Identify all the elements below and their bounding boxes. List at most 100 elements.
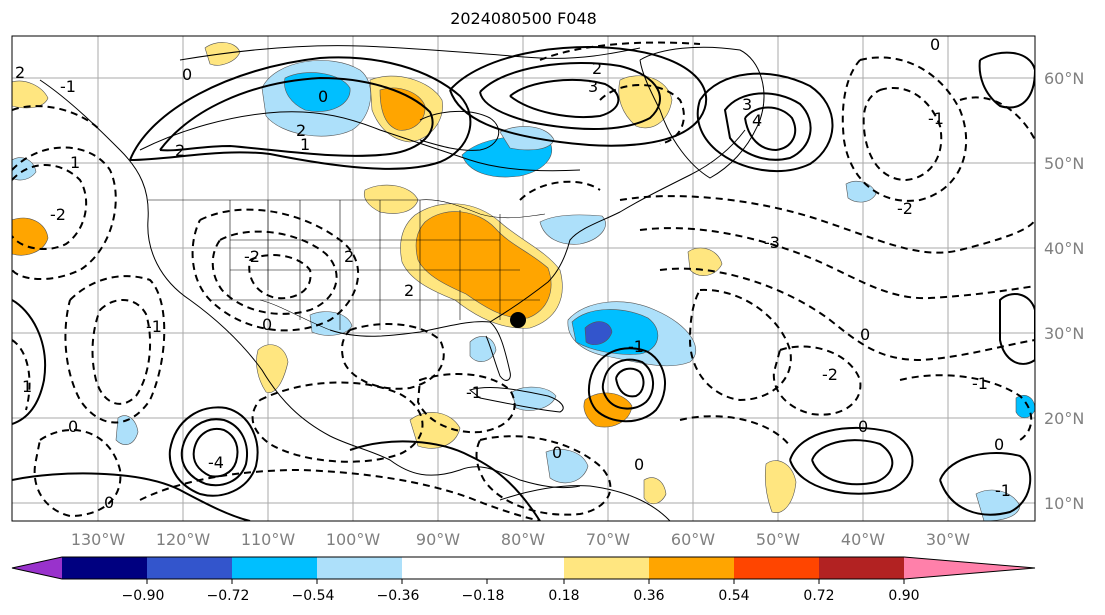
contour-dashed xyxy=(659,267,1035,362)
latitude-label: 60°N xyxy=(1044,69,1084,88)
contour-dashed xyxy=(841,56,968,202)
shade-yellow-atl-3 xyxy=(643,477,667,505)
coastline-greenland xyxy=(639,46,765,179)
contour-label: 2 xyxy=(344,247,354,266)
shade-blue-cuba xyxy=(511,386,557,411)
colorbar-segment xyxy=(402,557,564,579)
coastline-cuba xyxy=(468,387,564,413)
contour-label: -1 xyxy=(146,317,162,336)
contour-label: 0 xyxy=(318,87,328,106)
coastline-gulf xyxy=(329,321,511,381)
colorbar-segment xyxy=(564,557,649,579)
colorbar-segment xyxy=(904,557,1035,579)
coastline-canada xyxy=(139,111,581,172)
colorbar-segment xyxy=(232,557,317,579)
contour-label: 1 xyxy=(70,153,80,172)
shade-yellow-mexico xyxy=(256,344,289,393)
contour-dashed xyxy=(12,146,117,281)
longitude-label: 30°W xyxy=(926,530,970,549)
longitude-label: 100°W xyxy=(326,530,381,549)
contour-label: 0 xyxy=(634,455,644,474)
coastline-arctic xyxy=(179,45,641,61)
contour-solid xyxy=(696,72,834,173)
contour-label: 1 xyxy=(300,135,310,154)
shade-blue-florida xyxy=(469,336,497,362)
contour-label: 2 xyxy=(175,141,185,160)
contour-label: 2 xyxy=(592,59,602,78)
contour-dashed xyxy=(679,415,791,447)
contour-dashed xyxy=(33,429,122,518)
latitude-label: 20°N xyxy=(1044,409,1084,428)
colorbar-segment xyxy=(649,557,734,579)
contour-label: -3 xyxy=(764,233,780,252)
shade-cyan-north xyxy=(284,72,351,112)
contour-dashed xyxy=(416,373,516,434)
contour-dashed xyxy=(688,288,792,402)
contour-dashed xyxy=(341,323,445,390)
longitude-label: 60°W xyxy=(671,530,715,549)
shade-blue-pac-w xyxy=(115,415,139,445)
longitude-label: 90°W xyxy=(416,530,460,549)
contour-label: -1 xyxy=(60,77,76,96)
contour-dashed xyxy=(251,381,424,463)
latitude-label: 50°N xyxy=(1044,154,1084,173)
shade-blue-gulf xyxy=(309,311,353,336)
contour-label: -1 xyxy=(466,383,482,402)
contour-dashed xyxy=(12,105,101,131)
contour-solid xyxy=(601,358,654,410)
coastline-hudson xyxy=(419,110,500,151)
colorbar-segment xyxy=(734,557,819,579)
contour-solid xyxy=(12,299,47,425)
coastline-southamerica xyxy=(499,485,671,521)
contour-solid xyxy=(159,76,434,157)
colorbar-tick-label: −0.36 xyxy=(377,588,420,604)
contour-label: 3 xyxy=(588,77,598,96)
contour-dashed xyxy=(191,208,359,332)
contour-labels: 2 0 1 2 -1 0 3 2 4 3 1 0 -2 -1 2 -3 0 -1… xyxy=(15,35,1011,512)
contour-solid xyxy=(129,56,472,170)
shade-orange-caribbean xyxy=(583,392,633,428)
contour-label: 0 xyxy=(860,325,870,344)
coastline-west xyxy=(39,79,581,489)
contour-label: -2 xyxy=(897,199,913,218)
shade-blue-sa xyxy=(545,449,589,484)
dashed-contours xyxy=(12,41,1035,521)
colorbar-tick-label: −0.90 xyxy=(122,588,165,604)
shade-orange-central xyxy=(415,211,552,319)
contour-solid xyxy=(449,46,707,147)
map-content: 2 0 1 2 -1 0 3 2 4 3 1 0 -2 -1 2 -3 0 -1… xyxy=(12,35,1035,521)
shade-orange-pacific xyxy=(12,217,49,256)
colorbar-tick-label: 0.18 xyxy=(548,588,579,604)
contour-dashed xyxy=(12,339,31,411)
contour-dashed xyxy=(772,345,862,416)
contour-label: 3 xyxy=(742,95,752,114)
contour-dashed xyxy=(599,84,685,145)
map-frame xyxy=(11,35,1036,522)
colorbar-tick-label: 0.90 xyxy=(888,588,919,604)
contour-dashed xyxy=(248,254,312,300)
shade-orange-greatlakes xyxy=(363,184,419,214)
longitude-labels: 130°W 120°W 110°W 100°W 90°W 80°W 70°W 6… xyxy=(71,530,970,549)
contour-label: 0 xyxy=(930,35,940,54)
colorbar-tick-label: −0.18 xyxy=(462,588,505,604)
contour-dashed xyxy=(899,374,1033,441)
contour-label: -4 xyxy=(208,453,224,472)
contour-solid xyxy=(744,106,797,152)
contour-solid xyxy=(939,452,1032,516)
contour-label: -1 xyxy=(972,374,988,393)
contour-label: 2 xyxy=(404,281,414,300)
contour-solid xyxy=(978,51,1035,109)
contour-label: -2 xyxy=(822,365,838,384)
latitude-label: 30°N xyxy=(1044,324,1084,343)
colorbar-segment xyxy=(62,557,147,579)
longitude-label: 120°W xyxy=(156,530,211,549)
latitude-label: 40°N xyxy=(1044,239,1084,258)
colorbar: −0.90 −0.72 −0.54 −0.36 −0.18 0.18 0.36 … xyxy=(11,556,1036,604)
contour-label: 0 xyxy=(68,417,78,436)
contour-solid xyxy=(999,293,1035,365)
longitude-label: 130°W xyxy=(71,530,126,549)
contour-dashed xyxy=(619,195,1035,254)
longitude-label: 40°W xyxy=(841,530,885,549)
political-borders xyxy=(148,199,546,331)
